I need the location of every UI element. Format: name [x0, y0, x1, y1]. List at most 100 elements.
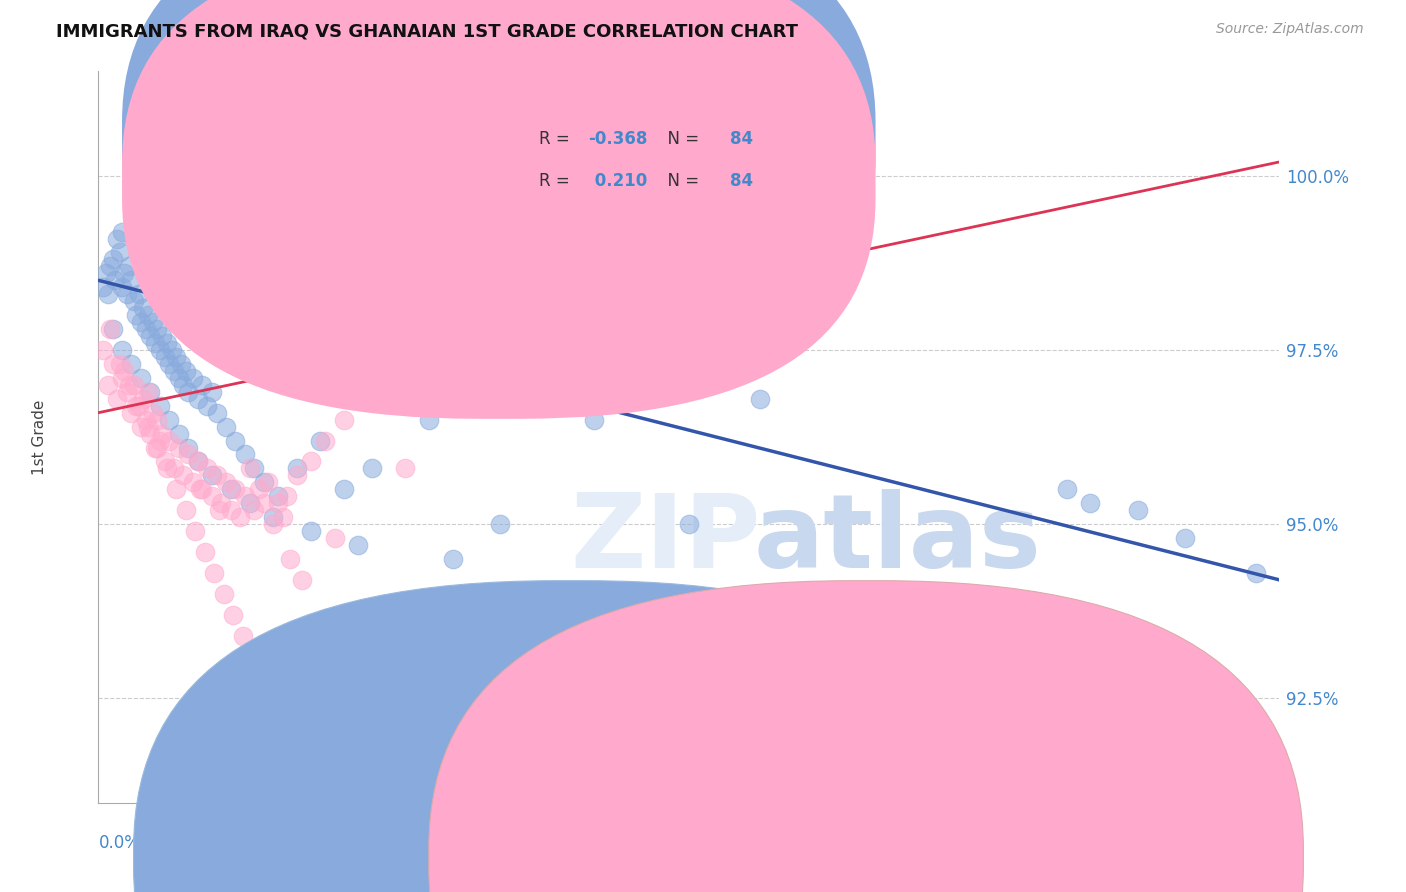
Point [98, 260, 121, 274]
Point [105, 231, 128, 245]
Point [139, 426, 162, 441]
Point [101, 252, 124, 267]
Text: N =: N = [657, 130, 704, 148]
Point [167, 441, 190, 455]
Point [187, 454, 209, 468]
Point [278, 552, 301, 566]
Point [101, 322, 124, 336]
Point [112, 364, 135, 378]
Point [136, 384, 159, 399]
Point [309, 434, 332, 448]
Point [112, 266, 135, 280]
Point [111, 225, 134, 239]
Point [257, 475, 280, 490]
Point [165, 350, 187, 364]
Point [121, 357, 143, 371]
Point [748, 203, 770, 218]
Text: R =: R = [538, 130, 575, 148]
Point [172, 468, 194, 483]
Point [205, 468, 228, 483]
Point [205, 406, 228, 420]
Point [285, 468, 308, 483]
Point [194, 545, 217, 559]
Point [142, 315, 165, 329]
Point [143, 441, 166, 455]
Text: 25.0%: 25.0% [1227, 834, 1279, 852]
Point [122, 377, 145, 392]
Point [441, 552, 464, 566]
Point [195, 399, 218, 413]
Point [253, 496, 276, 510]
Text: Source: ZipAtlas.com: Source: ZipAtlas.com [1216, 22, 1364, 37]
Point [314, 364, 336, 378]
Point [285, 461, 308, 475]
Point [222, 607, 245, 622]
Point [333, 483, 356, 497]
Point [111, 343, 134, 357]
Point [150, 329, 173, 343]
Point [156, 336, 179, 351]
Point [269, 712, 291, 726]
Point [128, 399, 150, 413]
Point [239, 461, 262, 475]
Point [115, 287, 138, 301]
Point [153, 350, 176, 364]
Point [243, 503, 266, 517]
Point [276, 489, 298, 503]
Point [157, 412, 180, 426]
Point [118, 377, 141, 392]
Text: 0.210: 0.210 [589, 172, 647, 190]
Point [1174, 531, 1197, 545]
Point [129, 371, 152, 385]
Point [418, 343, 440, 357]
Point [139, 329, 162, 343]
Point [135, 322, 157, 336]
Point [250, 670, 273, 684]
Point [174, 364, 197, 378]
Point [1056, 483, 1078, 497]
Point [215, 475, 238, 490]
Point [333, 412, 356, 426]
Point [229, 510, 252, 524]
Point [201, 489, 224, 503]
Text: ZIP: ZIP [571, 489, 761, 590]
Point [195, 461, 218, 475]
Point [536, 287, 558, 301]
Point [191, 483, 214, 497]
Point [125, 399, 148, 413]
Text: 84: 84 [730, 172, 754, 190]
Point [149, 399, 172, 413]
Point [172, 377, 194, 392]
Point [177, 441, 200, 455]
Point [314, 434, 336, 448]
Point [91, 343, 114, 357]
Text: IMMIGRANTS FROM IRAQ VS GHANAIAN 1ST GRADE CORRELATION CHART: IMMIGRANTS FROM IRAQ VS GHANAIAN 1ST GRA… [56, 22, 799, 40]
Point [654, 252, 676, 267]
Point [347, 538, 370, 552]
Point [108, 245, 131, 260]
Point [91, 280, 114, 294]
Point [215, 419, 238, 434]
Point [177, 448, 200, 462]
Point [143, 336, 166, 351]
Point [136, 308, 159, 322]
Point [132, 392, 155, 406]
Point [654, 600, 676, 615]
Point [299, 454, 322, 468]
Point [153, 454, 176, 468]
Point [98, 322, 121, 336]
Point [167, 371, 190, 385]
Text: -0.368: -0.368 [589, 130, 648, 148]
Point [489, 517, 512, 532]
Point [191, 377, 214, 392]
Point [170, 357, 193, 371]
Point [394, 392, 416, 406]
Point [163, 461, 186, 475]
Point [233, 448, 256, 462]
Point [122, 294, 145, 309]
Point [267, 489, 290, 503]
Point [156, 461, 179, 475]
Point [1244, 566, 1267, 580]
Point [201, 384, 224, 399]
Point [187, 454, 209, 468]
